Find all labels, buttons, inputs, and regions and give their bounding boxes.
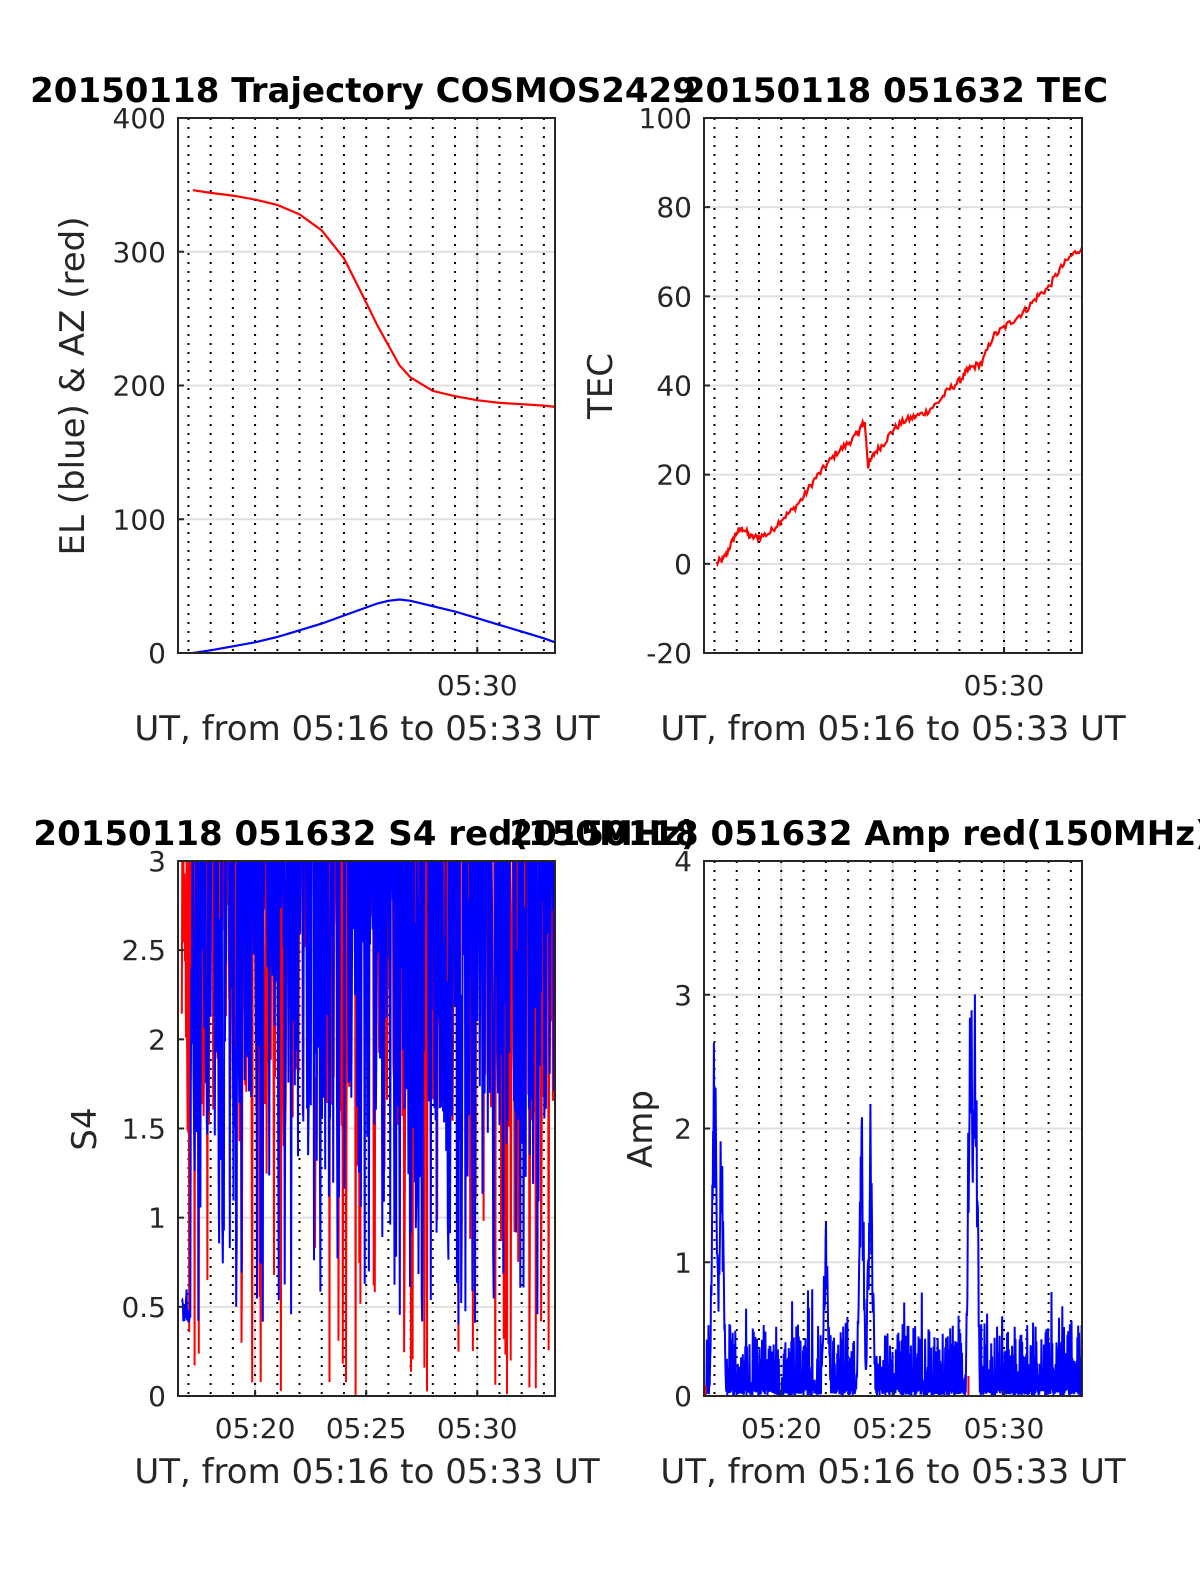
panel-amp-xlabel: UT, from 05:16 to 05:33 UT: [660, 1452, 1126, 1492]
panel-amp-ylabel: Amp: [621, 1090, 661, 1168]
x-tick-label: 05:20: [741, 1412, 822, 1445]
y-tick-label: 0: [148, 1380, 166, 1413]
x-tick-label: 05:20: [215, 1412, 296, 1445]
y-tick-label: 2: [674, 1113, 692, 1146]
y-tick-label: 3: [148, 845, 166, 878]
y-tick-label: 100: [113, 503, 166, 536]
series-line-red: [704, 1375, 970, 1396]
y-tick-label: 20: [656, 459, 692, 492]
panel-amp: 0 1 2 3 4 05:20 05:25 05:30 20150118 051632 Amp…: [509, 814, 1200, 1492]
x-tick-label: 05:30: [964, 669, 1045, 702]
x-tick-label: 05:30: [437, 669, 518, 702]
y-tick-label: 200: [113, 370, 166, 403]
panel-tec-title: 20150118 051632 TEC: [682, 71, 1108, 111]
panel-tec-ylabel: TEC: [581, 353, 621, 420]
x-tick-label: 05:25: [852, 1412, 933, 1445]
y-tick-label: 60: [656, 280, 692, 313]
x-tick-label: 05:25: [326, 1412, 407, 1445]
y-tick-label: 1: [674, 1246, 692, 1279]
y-tick-label: 4: [674, 845, 692, 878]
y-tick-label: 0: [148, 637, 166, 670]
y-tick-label: 1: [148, 1202, 166, 1235]
panel-s4-xlabel: UT, from 05:16 to 05:33 UT: [134, 1452, 600, 1492]
panel-s4-ylabel: S4: [65, 1107, 105, 1150]
panel-tec-xlabel: UT, from 05:16 to 05:33 UT: [660, 709, 1126, 749]
y-tick-label: 0.5: [121, 1291, 166, 1324]
series-line-blue: [192, 598, 556, 655]
y-tick-label: 1.5: [121, 1113, 166, 1146]
y-tick-label: 80: [656, 191, 692, 224]
y-tick-label: 300: [113, 236, 166, 269]
panel-tec: -20 0 20 40 60 80 100 05:30 20150118 051632 TEC…: [581, 71, 1126, 749]
y-tick-label: -20: [646, 637, 692, 670]
panel-trajectory-ylabel: EL (blue) & AZ (red): [53, 216, 93, 555]
y-tick-label: 100: [639, 102, 692, 135]
x-tick-label: 05:30: [437, 1412, 518, 1445]
series-line-red: [192, 189, 556, 408]
y-tick-label: 400: [113, 102, 166, 135]
panel-s4-title: 20150118 051632 S4 red(150MHz): [33, 814, 696, 854]
y-tick-label: 3: [674, 979, 692, 1012]
series-line-red: [715, 246, 1084, 568]
y-tick-label: 0: [674, 1380, 692, 1413]
panel-trajectory-title: 20150118 Trajectory COSMOS2429: [30, 71, 696, 111]
panel-trajectory-xlabel: UT, from 05:16 to 05:33 UT: [134, 709, 600, 749]
y-tick-label: 2: [148, 1023, 166, 1056]
y-tick-label: 40: [656, 370, 692, 403]
y-tick-label: 0: [674, 548, 692, 581]
panel-s4: 0 0.5 1 1.5 2 2.5 3 05:20 05:25 05:30 20150118 05…: [33, 814, 696, 1492]
x-tick-label: 05:30: [964, 1412, 1045, 1445]
y-tick-label: 2.5: [121, 934, 166, 967]
panel-amp-title: 20150118 051632 Amp red(150MHz): [509, 814, 1200, 854]
